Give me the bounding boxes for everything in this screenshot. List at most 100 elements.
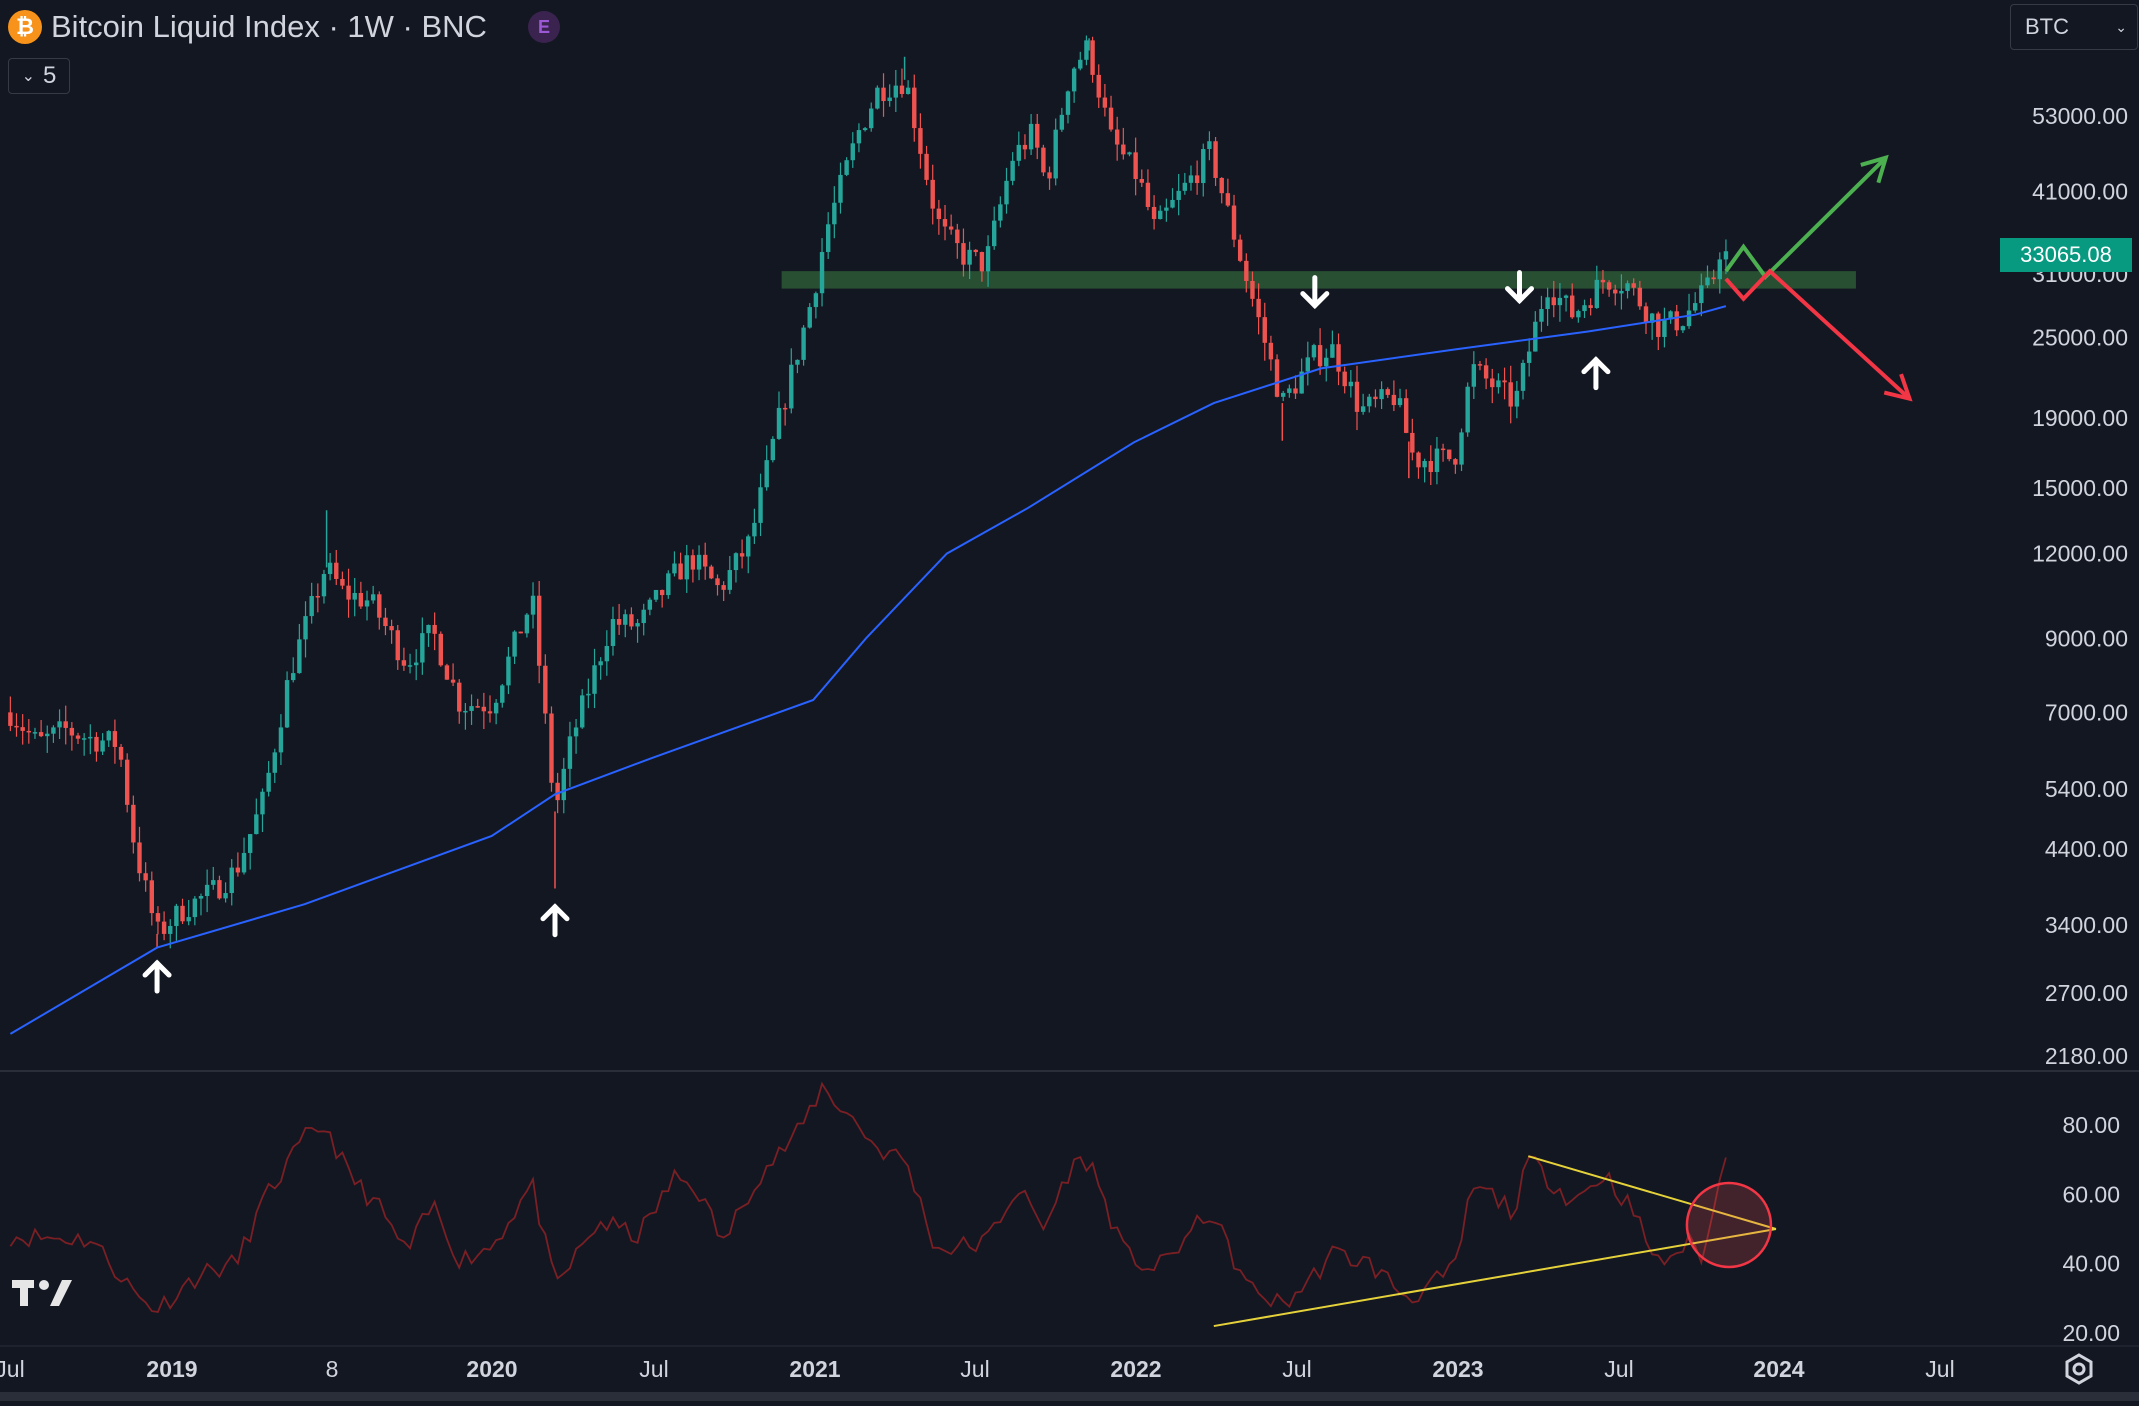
candle-body [414, 662, 419, 666]
candle-body [776, 407, 782, 439]
candle-body [905, 87, 911, 94]
candle [186, 899, 191, 926]
candle [1139, 169, 1144, 188]
candle-body [758, 487, 763, 523]
candle-body [1576, 311, 1581, 318]
candle [444, 663, 450, 680]
arrow-head [1300, 291, 1330, 310]
candle-body [666, 573, 671, 596]
candle [1496, 373, 1501, 394]
candle [303, 601, 308, 658]
candle-body [1114, 129, 1120, 145]
candle [272, 748, 277, 783]
candle-body [1102, 97, 1108, 108]
exchange-badge-icon[interactable]: E [528, 11, 560, 43]
candle [1059, 107, 1065, 132]
candle-body [1459, 432, 1464, 465]
candle [1336, 333, 1341, 386]
candle-body [297, 639, 302, 674]
candle-body [1010, 160, 1015, 181]
candle [912, 74, 917, 142]
candle [715, 574, 720, 596]
candle-body [1028, 123, 1034, 150]
candle [407, 653, 413, 674]
candle-body [838, 174, 843, 203]
candle-body [1053, 129, 1058, 179]
candle [1065, 90, 1071, 124]
candle-body [942, 219, 948, 227]
candle [401, 647, 407, 671]
candle [118, 744, 124, 767]
candle [1053, 118, 1058, 186]
symbol-select[interactable]: BTC ⌄ [2010, 4, 2138, 50]
candle [832, 186, 837, 239]
candle [641, 603, 646, 636]
candle [1563, 294, 1569, 312]
candle-body [198, 896, 204, 899]
candle-body [125, 759, 130, 805]
indicators-toggle-button[interactable]: ⌄ 5 [8, 58, 70, 94]
candle [1582, 299, 1587, 319]
candle [1188, 165, 1194, 191]
candle-body [1225, 193, 1231, 206]
candle-body [1182, 182, 1188, 191]
candle [1102, 84, 1108, 117]
candle-body [555, 782, 560, 801]
candle [223, 882, 228, 903]
candle-body [985, 246, 991, 272]
candle [973, 249, 978, 257]
candle [1459, 428, 1464, 472]
candle-body [321, 574, 327, 597]
candle [438, 631, 443, 667]
candle-body [1686, 310, 1692, 327]
candle-body [1274, 359, 1280, 397]
candle [1483, 358, 1489, 390]
symbol-title[interactable]: Bitcoin Liquid Index · 1W · BNC [51, 9, 487, 44]
settings-gear-icon[interactable] [2062, 1352, 2096, 1391]
candle-body [1096, 74, 1101, 98]
candle [899, 68, 905, 98]
candle-body [420, 633, 425, 663]
candle [1022, 134, 1028, 160]
candle [26, 719, 32, 744]
candle-body [1268, 342, 1274, 360]
candle-body [862, 128, 868, 131]
candle [955, 223, 960, 259]
candle [1391, 380, 1397, 412]
candle-body [450, 679, 456, 683]
candle [875, 85, 880, 110]
candle [733, 552, 739, 583]
candle [1299, 358, 1304, 394]
candle-body [536, 595, 542, 666]
candle [14, 713, 19, 737]
candle [1551, 280, 1556, 318]
bullish-scenario-arrow [1724, 156, 1888, 280]
candle [998, 196, 1003, 228]
candle [684, 544, 689, 593]
candle-body [1127, 152, 1132, 155]
candle [1373, 389, 1378, 408]
candle-body [334, 562, 339, 579]
candle [721, 581, 726, 602]
candle [75, 732, 81, 745]
tradingview-logo-icon[interactable] [12, 1276, 76, 1313]
candle [112, 719, 118, 764]
candle-body [481, 706, 487, 712]
time-tick-label: 8 [326, 1356, 339, 1382]
candle-body [610, 619, 616, 647]
candle-body [530, 595, 536, 615]
candle [1557, 283, 1563, 322]
candle-body [88, 736, 93, 739]
candle [1508, 365, 1513, 424]
candle [1570, 283, 1575, 319]
candle-body [881, 87, 886, 102]
candle [1158, 205, 1163, 220]
candle-body [364, 600, 370, 607]
candle-body [1299, 371, 1304, 394]
candle [247, 834, 253, 870]
candle-body [81, 738, 87, 740]
candle-body [161, 921, 167, 934]
candle [647, 597, 653, 616]
